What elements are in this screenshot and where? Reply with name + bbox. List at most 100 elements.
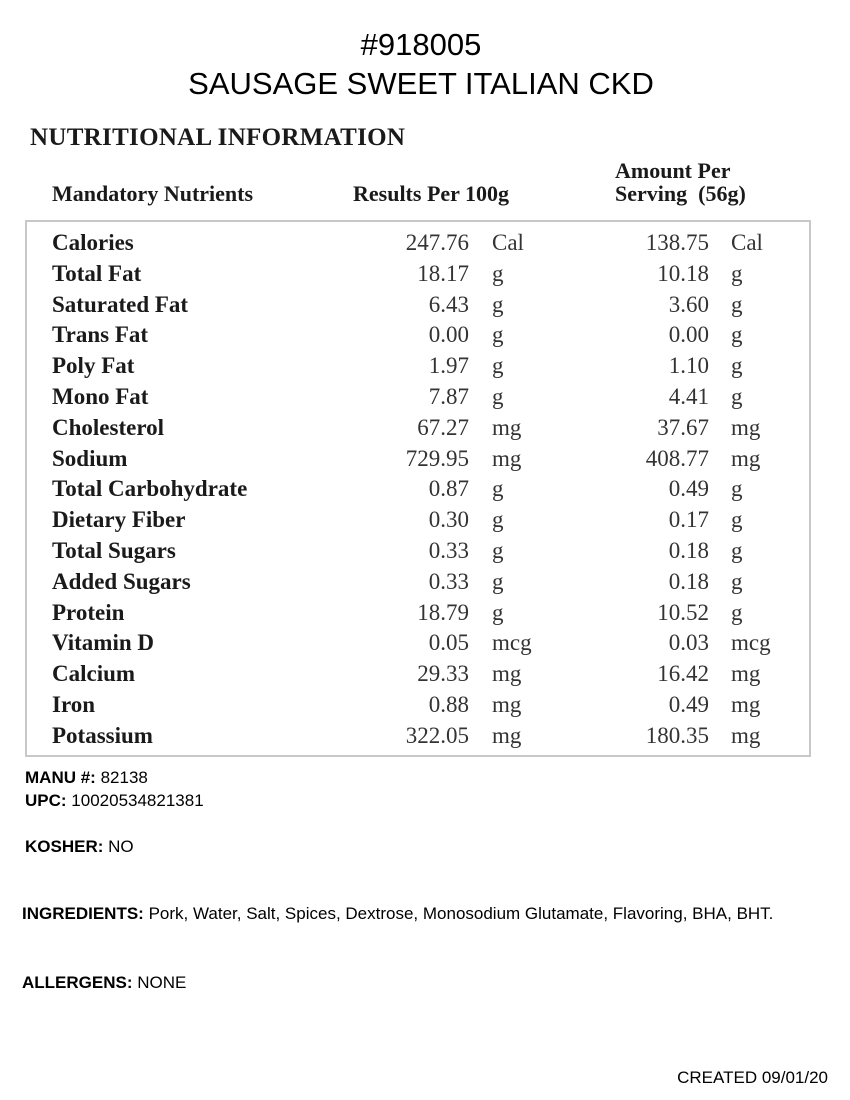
table-row: Sodium 729.95 mg 408.77 mg bbox=[27, 443, 809, 474]
per-serving-value: 180.35 bbox=[645, 722, 709, 748]
per-100g-unit: g bbox=[492, 322, 504, 348]
per-serving-unit: g bbox=[731, 599, 743, 625]
per-serving-value: 4.41 bbox=[668, 384, 709, 409]
per-serving-unit: g bbox=[731, 384, 743, 409]
per-serving-value: 0.00 bbox=[668, 322, 709, 348]
per-100g-value: 0.87 bbox=[428, 476, 469, 502]
per-100g-unit: mg bbox=[492, 414, 522, 440]
per-serving-unit: mg bbox=[731, 692, 761, 717]
per-serving-unit: g bbox=[731, 507, 743, 533]
per-serving-unit: g bbox=[731, 568, 743, 594]
per-100g-value: 0.33 bbox=[428, 568, 469, 594]
kosher-value: NO bbox=[108, 837, 134, 856]
per-100g-value: 729.95 bbox=[405, 445, 469, 471]
nutrient-name: Protein bbox=[52, 599, 125, 625]
per-100g-unit: mg bbox=[492, 661, 522, 687]
per-serving-unit: mg bbox=[731, 414, 761, 440]
per-serving-value: 0.03 bbox=[668, 630, 709, 656]
upc-value: 10020534821381 bbox=[71, 791, 204, 810]
nutrient-name: Added Sugars bbox=[52, 568, 191, 594]
nutrient-name: Iron bbox=[52, 692, 96, 717]
manu-label: MANU #: bbox=[25, 768, 96, 787]
column-header-nutrient: Mandatory Nutrients bbox=[52, 181, 254, 206]
per-serving-value: 3.60 bbox=[668, 291, 709, 317]
table-row: Added Sugars 0.33 g 0.18 g bbox=[27, 566, 809, 597]
per-serving-value: 0.49 bbox=[668, 692, 709, 717]
per-100g-value: 0.30 bbox=[428, 507, 469, 533]
per-100g-unit: g bbox=[492, 260, 504, 286]
nutrient-name: Trans Fat bbox=[52, 322, 149, 348]
per-serving-value: 10.52 bbox=[657, 599, 709, 625]
per-serving-unit: g bbox=[731, 476, 743, 502]
per-serving-value: 0.18 bbox=[668, 538, 709, 563]
column-header-per-serving-line2: Serving (56g) bbox=[615, 181, 746, 206]
per-serving-unit: g bbox=[731, 538, 743, 563]
per-serving-unit: mcg bbox=[731, 630, 771, 656]
per-serving-value: 1.10 bbox=[668, 353, 709, 379]
kosher-label: KOSHER: bbox=[25, 837, 104, 856]
per-serving-value: 408.77 bbox=[645, 445, 709, 471]
nutrient-name: Dietary Fiber bbox=[52, 507, 186, 533]
per-100g-value: 0.00 bbox=[428, 322, 469, 348]
nutrient-name: Poly Fat bbox=[52, 353, 135, 379]
allergens: ALLERGENS: NONE bbox=[22, 972, 186, 994]
per-100g-unit: g bbox=[492, 384, 504, 409]
per-serving-unit: Cal bbox=[731, 230, 763, 255]
table-row: Potassium 322.05 mg 180.35 mg bbox=[27, 720, 809, 751]
per-100g-value: 18.17 bbox=[417, 260, 469, 286]
per-100g-unit: g bbox=[492, 476, 504, 502]
item-number: #918005 bbox=[360, 27, 482, 62]
per-100g-unit: g bbox=[492, 353, 504, 379]
per-100g-unit: g bbox=[492, 538, 504, 563]
table-row: Trans Fat 0.00 g 0.00 g bbox=[27, 319, 809, 350]
per-serving-unit: mg bbox=[731, 661, 761, 687]
per-serving-value: 10.18 bbox=[657, 260, 709, 286]
per-100g-unit: g bbox=[492, 599, 504, 625]
nutrient-name: Total Sugars bbox=[52, 538, 176, 563]
per-serving-unit: g bbox=[731, 353, 743, 379]
per-serving-unit: g bbox=[731, 291, 743, 317]
table-row: Protein 18.79 g 10.52 g bbox=[27, 597, 809, 628]
ingredients: INGREDIENTS: Pork, Water, Salt, Spices, … bbox=[22, 903, 802, 925]
nutrient-name: Potassium bbox=[52, 722, 153, 748]
nutrient-name: Calories bbox=[52, 230, 134, 255]
per-serving-unit: g bbox=[731, 260, 743, 286]
nutrient-name: Total Carbohydrate bbox=[52, 476, 248, 502]
table-row: Vitamin D 0.05 mcg 0.03 mcg bbox=[27, 627, 809, 658]
nutrient-name: Mono Fat bbox=[52, 384, 149, 409]
per-100g-unit: g bbox=[492, 291, 504, 317]
nutrient-name: Cholesterol bbox=[52, 414, 165, 440]
per-100g-value: 29.33 bbox=[417, 661, 469, 687]
table-row: Total Fat 18.17 g 10.18 g bbox=[27, 258, 809, 289]
ingredients-value: Pork, Water, Salt, Spices, Dextrose, Mon… bbox=[148, 904, 774, 923]
product-name: SAUSAGE SWEET ITALIAN CKD bbox=[188, 66, 654, 101]
table-row: Total Sugars 0.33 g 0.18 g bbox=[27, 535, 809, 566]
allergens-value: NONE bbox=[137, 973, 187, 992]
nutrient-name: Sodium bbox=[52, 445, 128, 471]
allergens-label: ALLERGENS: bbox=[22, 973, 133, 992]
per-serving-value: 0.17 bbox=[668, 507, 709, 533]
table-row: Saturated Fat 6.43 g 3.60 g bbox=[27, 289, 809, 320]
nutrient-table: Calories 247.76 Cal 138.75 Cal Total Fat 18.17… bbox=[25, 220, 811, 757]
table-row: Calcium 29.33 mg 16.42 mg bbox=[27, 658, 809, 689]
ingredients-label: INGREDIENTS: bbox=[22, 904, 144, 923]
table-row: Cholesterol 67.27 mg 37.67 mg bbox=[27, 412, 809, 443]
per-serving-value: 37.67 bbox=[657, 414, 709, 440]
nutrient-name: Saturated Fat bbox=[52, 291, 189, 317]
manu-number: MANU #: 82138 bbox=[25, 767, 148, 789]
per-100g-value: 18.79 bbox=[417, 599, 469, 625]
section-heading: NUTRITIONAL INFORMATION bbox=[30, 124, 406, 151]
per-100g-value: 67.27 bbox=[417, 414, 469, 440]
per-100g-unit: g bbox=[492, 507, 504, 533]
nutrient-name: Calcium bbox=[52, 661, 136, 687]
per-100g-value: 0.05 bbox=[428, 630, 469, 656]
per-serving-value: 138.75 bbox=[645, 230, 709, 255]
table-row: Total Carbohydrate 0.87 g 0.49 g bbox=[27, 473, 809, 504]
column-header-per-100g: Results Per 100g bbox=[353, 181, 510, 206]
per-100g-value: 1.97 bbox=[428, 353, 469, 379]
manu-value: 82138 bbox=[100, 768, 148, 787]
per-serving-value: 0.18 bbox=[668, 568, 709, 594]
per-serving-unit: mg bbox=[731, 445, 761, 471]
table-row: Calories 247.76 Cal 138.75 Cal bbox=[27, 227, 809, 258]
column-header-per-serving-line1: Amount Per bbox=[615, 158, 731, 183]
